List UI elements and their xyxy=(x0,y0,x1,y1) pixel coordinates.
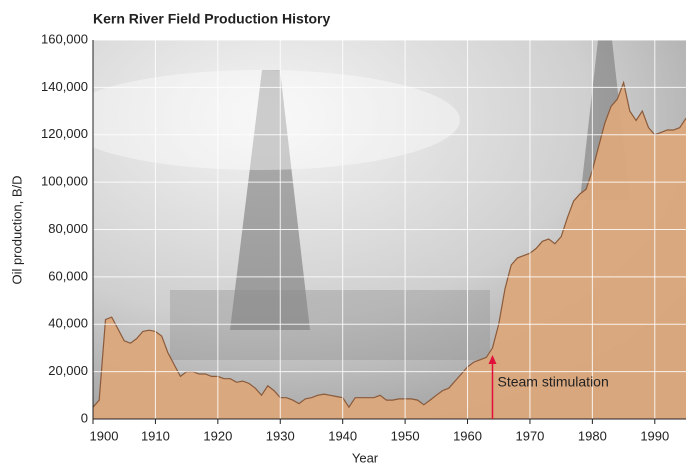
annotation-text: Steam stimulation xyxy=(497,374,608,390)
chart-title: Kern River Field Production History xyxy=(93,11,330,27)
x-tick-label: 1910 xyxy=(141,428,170,443)
y-tick-label: 40,000 xyxy=(48,316,88,331)
x-tick-label: 1950 xyxy=(391,428,420,443)
y-tick-label: 0 xyxy=(81,410,88,425)
x-tick-label: 1970 xyxy=(515,428,544,443)
x-tick-label: 1940 xyxy=(328,428,357,443)
y-axis-label: Oil production, B/D xyxy=(9,175,24,284)
y-tick-label: 160,000 xyxy=(41,31,88,46)
x-tick-label: 1920 xyxy=(203,428,232,443)
y-tick-label: 20,000 xyxy=(48,363,88,378)
area-fill xyxy=(93,82,686,419)
x-tick-label: 1990 xyxy=(640,428,669,443)
y-tick-label: 80,000 xyxy=(48,221,88,236)
x-tick-label: 1900 xyxy=(90,428,119,443)
x-tick-label: 1930 xyxy=(266,428,295,443)
y-tick-label: 60,000 xyxy=(48,268,88,283)
y-tick-label: 120,000 xyxy=(41,126,88,141)
x-tick-label: 1960 xyxy=(453,428,482,443)
y-tick-label: 100,000 xyxy=(41,174,88,189)
x-axis-label: Year xyxy=(352,450,379,465)
y-tick-label: 140,000 xyxy=(41,79,88,94)
x-tick-label: 1980 xyxy=(578,428,607,443)
annotation-arrowhead xyxy=(488,355,497,365)
